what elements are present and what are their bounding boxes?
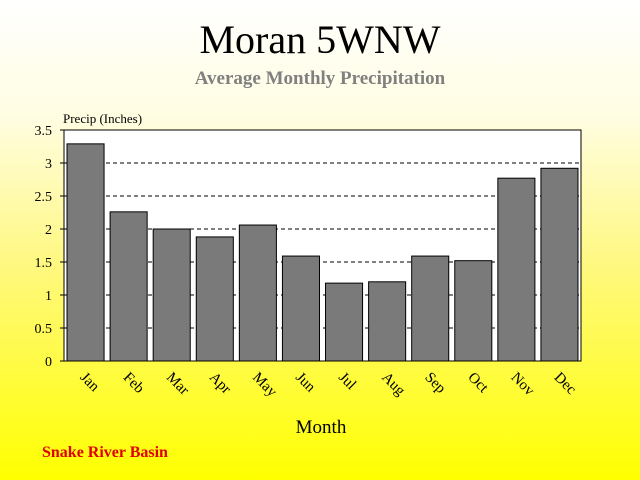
x-axis-label: Month: [296, 417, 347, 438]
bar-apr: [195, 236, 234, 362]
bar-nov: [497, 177, 536, 362]
plot-area: [63, 129, 582, 362]
x-tick-label: Feb: [120, 370, 147, 397]
bar-dec: [540, 167, 579, 362]
bar-aug: [368, 281, 407, 362]
x-tick-label: Jan: [77, 370, 103, 396]
y-tick-label: 3: [45, 157, 52, 172]
bar-may: [238, 224, 277, 362]
y-tick-label: 1: [45, 289, 52, 304]
bar-feb: [109, 211, 148, 362]
x-tick-label: Jun: [292, 370, 318, 396]
x-tick-label: Aug: [378, 370, 408, 400]
x-tick-label: Oct: [464, 370, 491, 397]
chart-title: Moran 5WNW: [199, 17, 441, 62]
chart-subtitle: Average Monthly Precipitation: [194, 68, 446, 89]
bar-sep: [411, 255, 450, 362]
y-axis-ticks: 0 0.5 1 1.5 2 2.5 3 3.5: [35, 124, 64, 370]
gridlines: [64, 162, 581, 329]
x-tick-label: Nov: [508, 370, 538, 400]
y-axis-label: Precip (Inches): [63, 111, 142, 126]
x-tick-label: Mar: [163, 370, 192, 399]
y-tick-label: 0.5: [35, 322, 53, 337]
x-tick-label: Jul: [335, 370, 359, 394]
y-tick-label: 2: [45, 223, 52, 238]
x-tick-label: Dec: [551, 370, 580, 399]
bar-jun: [281, 255, 320, 362]
bar-jul: [325, 282, 364, 362]
x-axis-ticks: Jan Feb Mar Apr May Jun Jul Aug Sep Oct Nov Dec: [77, 370, 580, 401]
x-tick-label: Sep: [421, 370, 448, 397]
y-tick-label: 3.5: [35, 124, 53, 139]
bars: [66, 143, 579, 362]
bar-mar: [152, 228, 191, 362]
y-tick-label: 1.5: [35, 256, 53, 271]
y-tick-label: 2.5: [35, 190, 53, 205]
basin-label: Snake River Basin: [42, 444, 168, 461]
x-tick-label: Apr: [206, 370, 234, 398]
y-tick-label: 0: [45, 355, 52, 370]
bar-oct: [454, 260, 493, 362]
bar-jan: [66, 143, 105, 362]
x-tick-label: May: [249, 370, 280, 401]
